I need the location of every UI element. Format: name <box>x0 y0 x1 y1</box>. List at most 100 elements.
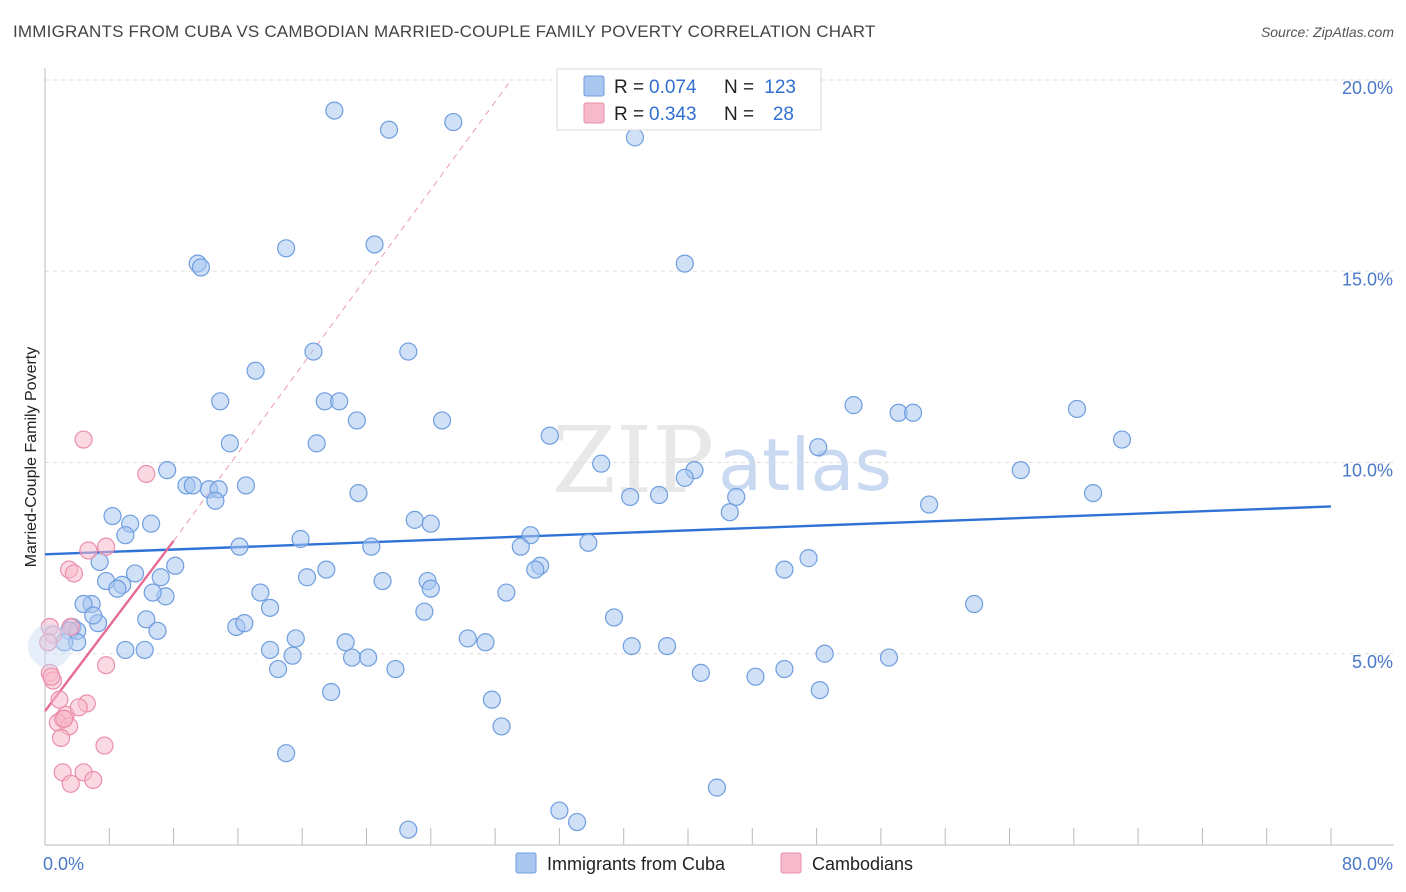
trend-extension-1 <box>173 79 512 542</box>
cuba-point <box>844 396 863 415</box>
cambodians-point <box>96 537 116 556</box>
cambodians-point <box>84 770 103 790</box>
cuba-point <box>497 583 516 602</box>
cuba-point <box>386 659 405 679</box>
cambodians-point <box>61 617 80 637</box>
cuba-point <box>291 529 310 549</box>
legend-r-value-cambodians: 0.343 <box>649 104 697 125</box>
cuba-point <box>879 648 899 667</box>
legend-r-value-cuba: 0.074 <box>649 77 697 98</box>
cuba-point <box>482 690 501 709</box>
cuba-point <box>342 648 362 667</box>
cuba-point <box>183 476 202 495</box>
bottom-legend-label-cambodians: Cambodians <box>812 854 913 874</box>
cuba-point <box>965 594 984 614</box>
cuba-point <box>691 663 710 682</box>
cuba-point <box>349 484 368 503</box>
cuba-point <box>286 629 305 648</box>
cuba-point <box>799 549 818 568</box>
legend-r-label-cuba: R = <box>614 77 644 98</box>
cambodians-point <box>69 698 88 717</box>
cambodians-point <box>55 709 74 728</box>
cuba-point <box>903 403 923 422</box>
trend-lines <box>44 79 1332 712</box>
y-tick-label: 15.0% <box>1342 269 1393 289</box>
trend-line-0 <box>44 505 1332 556</box>
cuba-point <box>277 239 296 258</box>
cuba-point <box>649 485 669 505</box>
cuba-point <box>297 568 317 587</box>
cuba-point <box>379 120 399 139</box>
cuba-point <box>191 258 211 277</box>
cuba-point <box>432 411 452 430</box>
series-legend: Immigrants from Cuba Cambodians <box>515 852 913 874</box>
y-axis-label: Married-Couple Family Poverty <box>23 347 40 568</box>
legend-swatch-cuba <box>583 75 605 97</box>
cuba-point <box>492 717 511 736</box>
cuba-point <box>330 392 349 411</box>
cuba-point <box>125 564 145 583</box>
cuba-point <box>283 646 302 665</box>
cuba-point <box>116 526 135 545</box>
cuba-point <box>809 438 828 457</box>
cuba-point <box>373 571 392 591</box>
legend-n-label-cuba: N = <box>724 77 754 98</box>
cuba-point <box>68 633 87 652</box>
cuba-point <box>720 503 739 522</box>
cuba-point <box>235 614 254 633</box>
cuba-point <box>206 491 225 510</box>
cuba-point <box>347 411 366 430</box>
cuba-point <box>707 778 727 797</box>
legend-n-label-cambodians: N = <box>724 104 754 125</box>
cambodians-point <box>42 667 61 686</box>
cuba-point <box>550 801 569 820</box>
cuba-point <box>103 506 122 526</box>
legend-n-value-cambodians: 28 <box>773 104 794 125</box>
y-tick-label: 10.0% <box>1342 461 1393 481</box>
cuba-point <box>211 392 230 411</box>
cuba-point <box>540 426 559 445</box>
cuba-point <box>810 680 829 700</box>
cambodians-point <box>51 728 71 748</box>
cuba-point <box>675 254 694 273</box>
correlation-legend: R = 0.074 N = 123 R = 0.343 N = 28 <box>556 68 822 131</box>
cuba-point <box>84 606 103 625</box>
cuba-point <box>1011 461 1030 480</box>
cuba-point <box>220 434 239 453</box>
cambodians-point <box>74 430 93 449</box>
legend-r-label-cambodians: R = <box>614 104 644 125</box>
chart-source: Source: ZipAtlas.com <box>1260 24 1394 40</box>
cuba-point <box>476 633 495 652</box>
cuba-point <box>158 461 177 480</box>
legend-swatch-cambodians <box>583 102 605 124</box>
cambodians-point <box>95 736 114 755</box>
cuba-point <box>277 744 296 763</box>
cuba-point <box>1083 484 1103 503</box>
cuba-point <box>108 579 127 598</box>
watermark-atlas: atlas <box>718 423 892 507</box>
cambodians-point <box>79 541 98 560</box>
cuba-point <box>317 560 336 579</box>
cambodians-point <box>39 633 58 652</box>
cuba-point <box>251 583 270 602</box>
cuba-point <box>359 648 378 667</box>
cambodians-point <box>64 564 84 583</box>
cuba-point <box>322 682 341 702</box>
axes <box>44 68 1394 846</box>
cuba-point <box>1067 399 1087 419</box>
bottom-legend-swatch-cambodians <box>780 852 802 874</box>
cuba-point <box>151 568 170 587</box>
cambodians-point <box>50 690 69 709</box>
cuba-point <box>775 560 794 579</box>
cuba-point <box>727 487 746 507</box>
cuba-point <box>405 510 424 529</box>
y-tick-label: 20.0% <box>1342 78 1393 98</box>
cuba-point <box>236 476 256 495</box>
cuba-point <box>399 820 418 839</box>
cuba-point <box>365 235 384 254</box>
cuba-point <box>658 636 677 656</box>
legend-n-value-cuba: 123 <box>764 77 796 98</box>
cuba-point <box>567 812 587 832</box>
cuba-point <box>421 514 440 533</box>
